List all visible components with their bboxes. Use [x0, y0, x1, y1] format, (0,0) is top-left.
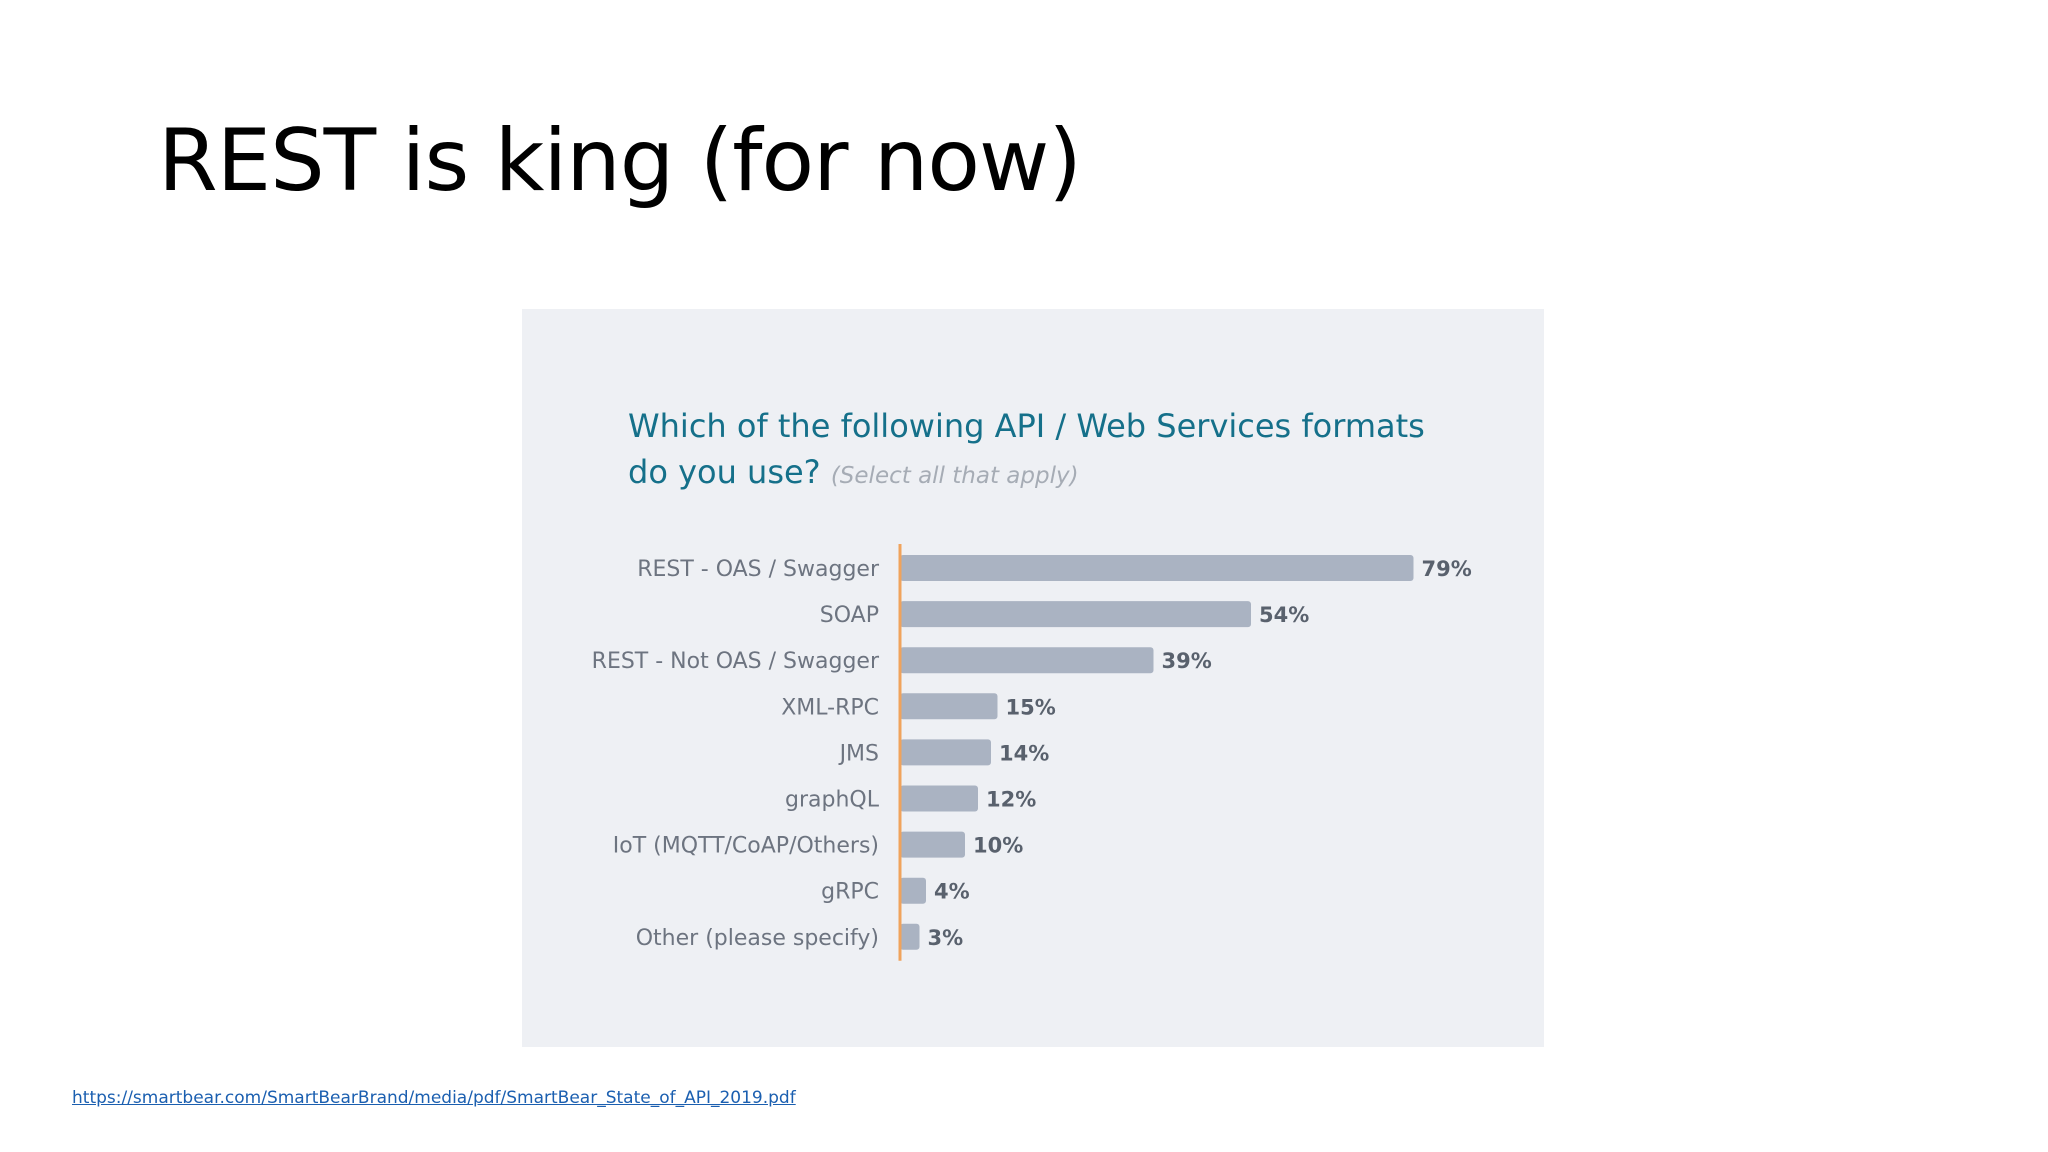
value-label: 10%: [973, 834, 1023, 858]
bar: [900, 923, 920, 950]
value-label: 79%: [1422, 557, 1472, 581]
chart-title-question: do you use?: [628, 453, 821, 491]
category-label: JMS: [838, 741, 879, 766]
slide-title: REST is king (for now): [158, 111, 1082, 211]
chart-subtitle: (Select all that apply): [830, 463, 1079, 489]
value-label: 3%: [928, 926, 964, 950]
bar: [900, 647, 1154, 674]
bar: [900, 601, 1251, 628]
category-label: XML-RPC: [781, 695, 879, 720]
bar: [900, 739, 991, 766]
value-label: 4%: [934, 880, 970, 904]
value-label: 14%: [999, 741, 1049, 765]
category-label: IoT (MQTT/CoAP/Others): [613, 834, 879, 859]
chart-title-line-2: do you use? (Select all that apply): [628, 453, 1079, 491]
bar-chart: REST - OAS / Swagger 79% SOAP 54% REST - Not…: [592, 544, 1472, 961]
category-label: REST - OAS / Swagger: [637, 557, 880, 582]
value-label: 39%: [1162, 649, 1212, 673]
value-label: 54%: [1259, 603, 1309, 627]
bar: [900, 555, 1414, 581]
chart-title-line-1: Which of the following API / Web Service…: [628, 407, 1425, 445]
chart-panel: Which of the following API / Web Service…: [522, 309, 1544, 1047]
bar: [900, 785, 978, 812]
category-label: gRPC: [821, 880, 879, 905]
bar: [900, 877, 926, 904]
value-label: 12%: [986, 788, 1036, 812]
bar: [900, 831, 965, 858]
source-link[interactable]: https://smartbear.com/SmartBearBrand/med…: [72, 1088, 796, 1108]
value-label: 15%: [1006, 695, 1056, 719]
category-label: SOAP: [820, 603, 879, 628]
category-label: REST - Not OAS / Swagger: [592, 649, 880, 674]
bar: [900, 693, 998, 720]
category-label: graphQL: [785, 788, 880, 813]
category-label: Other (please specify): [636, 926, 879, 951]
